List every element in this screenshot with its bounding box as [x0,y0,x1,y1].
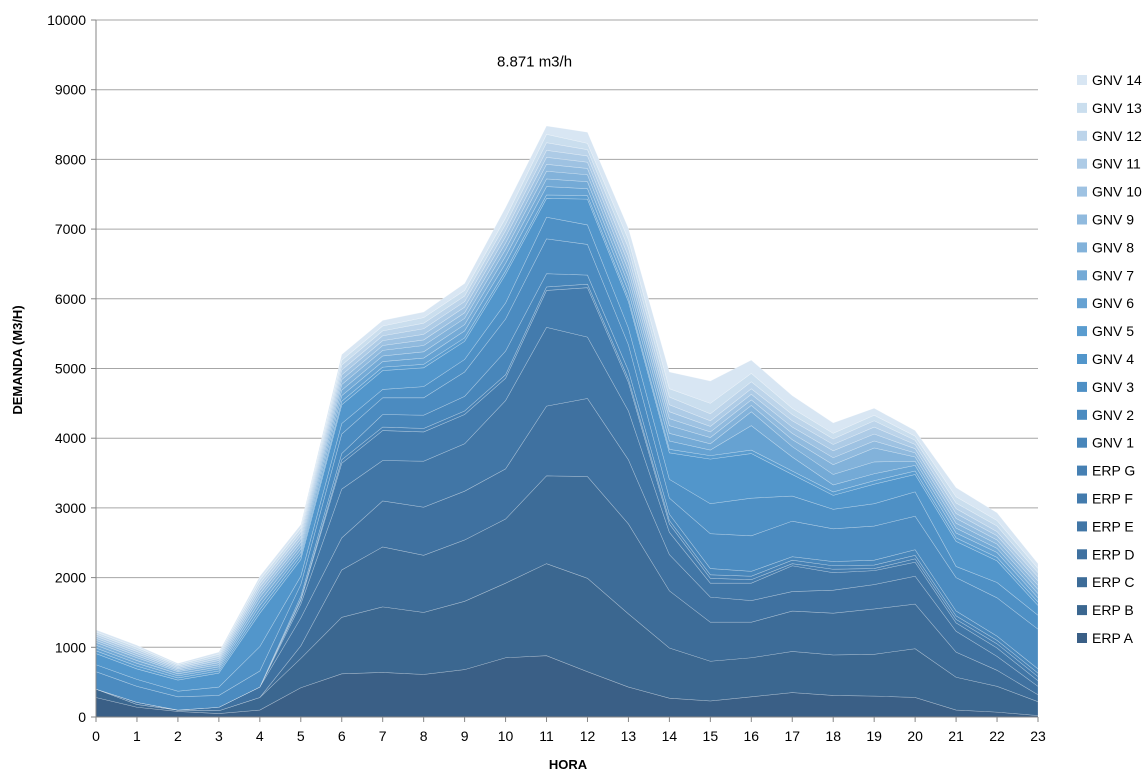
legend-label-gnv-9: GNV 9 [1092,212,1134,228]
y-tick-label: 5000 [55,361,86,377]
legend-label-gnv-2: GNV 2 [1092,407,1134,423]
y-tick-label: 0 [78,709,86,725]
x-tick-label: 11 [539,728,554,744]
legend-label-gnv-7: GNV 7 [1092,267,1134,283]
legend-swatch-gnv-11 [1077,158,1087,169]
axes [91,19,1039,722]
x-tick-label: 23 [1030,728,1046,744]
legend-swatch-gnv-9 [1077,214,1087,225]
legend-label-gnv-3: GNV 3 [1092,379,1134,395]
y-tick-label: 1000 [55,639,86,655]
legend-swatch-gnv-10 [1077,186,1087,197]
legend-label-erp-c: ERP C [1092,574,1135,590]
x-tick-label: 2 [174,728,182,744]
y-tick-label: 4000 [55,430,86,446]
x-tick-label: 20 [907,728,923,744]
x-tick-label: 9 [461,728,469,744]
x-axis-title: HORA [549,757,588,772]
area-series-erp-e [95,327,1039,711]
legend-label-gnv-5: GNV 5 [1092,323,1134,339]
legend-swatch-gnv-3 [1077,381,1087,392]
legend-swatch-erp-f [1077,493,1087,504]
x-tick-label: 22 [989,728,1005,744]
legend-swatch-gnv-8 [1077,242,1087,253]
x-tick-label: 10 [498,728,514,744]
y-tick-label: 6000 [55,291,86,307]
y-tick-label: 2000 [55,570,86,586]
legend-swatch-gnv-7 [1077,270,1087,281]
y-tick-label: 3000 [55,500,86,516]
x-tick-label: 8 [420,728,428,744]
legend-label-gnv-12: GNV 12 [1092,128,1142,144]
y-tick-label: 9000 [55,82,86,98]
legend-label-erp-a: ERP A [1092,630,1134,646]
legend-label-gnv-14: GNV 14 [1092,72,1142,88]
x-tick-label: 18 [825,728,841,744]
legend-label-gnv-10: GNV 10 [1092,184,1142,200]
legend-label-gnv-1: GNV 1 [1092,435,1134,451]
y-axis-title: DEMANDA (M3/H) [10,305,25,414]
legend-swatch-gnv-2 [1077,409,1087,420]
legend-swatch-gnv-6 [1077,298,1087,309]
x-tick-label: 5 [297,728,305,744]
legend-label-erp-d: ERP D [1092,546,1135,562]
legend-swatch-erp-e [1077,521,1087,532]
legend-swatch-erp-b [1077,605,1087,616]
area-series-erp-f [95,287,1039,711]
x-tick-label: 4 [256,728,264,744]
x-tick-label: 21 [948,728,964,744]
legend-swatch-erp-d [1077,549,1087,560]
legend-swatch-gnv-12 [1077,130,1087,141]
area-series-erp-b [95,563,1039,716]
y-tick-label: 10000 [47,12,86,28]
area-series-erp-d [95,398,1039,712]
area-series-gnv-14 [95,125,1039,666]
x-tick-label: 15 [703,728,719,744]
legend-swatch-erp-a [1077,633,1087,643]
legend-label-gnv-6: GNV 6 [1092,295,1134,311]
legend-swatch-gnv-5 [1077,326,1087,337]
legend-swatch-gnv-13 [1077,102,1087,113]
legend-label-gnv-13: GNV 13 [1092,100,1142,116]
legend-label-erp-e: ERP E [1092,518,1134,534]
x-tick-label: 16 [744,728,760,744]
legend-label-erp-f: ERP F [1092,491,1133,507]
legend: GNV 14 GNV 13 GNV 12 GNV 11 GNV 10 GNV 9 GNV 8… [1077,72,1142,646]
y-tick-label: 7000 [55,221,86,237]
legend-label-gnv-11: GNV 11 [1092,156,1141,172]
y-tick-labels: 0 1000 2000 3000 4000 5000 6000 7000 8000 9000 100… [47,12,86,725]
x-tick-label: 19 [866,728,882,744]
y-tick-label: 8000 [55,151,86,167]
legend-label-gnv-4: GNV 4 [1092,351,1134,367]
legend-label-gnv-8: GNV 8 [1092,239,1134,255]
legend-swatch-gnv-1 [1077,437,1087,448]
x-tick-label: 6 [338,728,346,744]
legend-swatch-erp-c [1077,577,1087,588]
x-tick-label: 13 [621,728,637,744]
legend-swatch-gnv-4 [1077,354,1087,364]
x-tick-label: 17 [784,728,800,744]
legend-label-erp-b: ERP B [1092,602,1134,618]
x-tick-label: 7 [379,728,387,744]
peak-annotation: 8.871 m3/h [497,54,572,71]
legend-swatch-erp-g [1077,465,1087,476]
x-tick-label: 1 [133,728,141,744]
x-tick-labels: 0 1 2 3 4 5 6 7 8 9 10 11 12 13 14 15 16 17 18 19 20 21 22 23 [92,728,1046,744]
x-tick-label: 0 [92,728,100,744]
x-tick-label: 12 [580,728,596,744]
legend-swatch-gnv-14 [1077,75,1087,85]
x-tick-label: 14 [662,728,678,744]
legend-label-erp-g: ERP G [1092,463,1135,479]
area-series-group [95,125,1039,718]
x-tick-label: 3 [215,728,223,744]
area-series-erp-g [95,283,1039,711]
